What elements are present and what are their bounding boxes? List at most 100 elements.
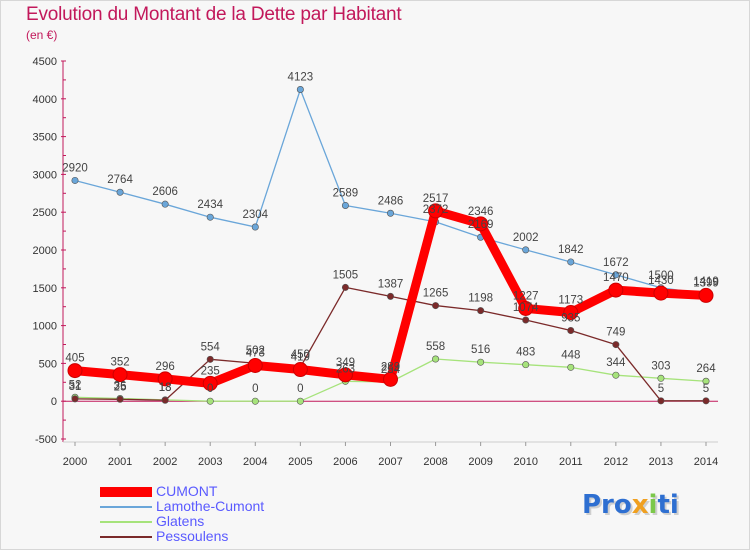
data-label: 1430 [648, 275, 674, 287]
data-point-pessoulens [477, 307, 485, 315]
data-label: 349 [336, 357, 355, 369]
data-point-pessoulens [567, 327, 575, 335]
legend-swatch-pessoulens [100, 535, 152, 538]
proxiti-logo: Proxiti Proxiti [582, 490, 681, 522]
legend-label-cumont: CUMONT [156, 483, 218, 499]
logo-shadow: Proxiti [584, 492, 681, 522]
data-label: 296 [156, 361, 175, 373]
data-point-glatens [702, 377, 710, 385]
y-tick-label: 0 [51, 396, 57, 408]
y-tick-label: 3500 [33, 132, 57, 144]
chart-unit: (en €) [26, 28, 58, 42]
data-point-glatens [206, 397, 214, 405]
legend-label-glatens: Glatens [156, 513, 205, 529]
y-tick-label: 1500 [33, 283, 57, 295]
data-label: 5 [658, 383, 664, 395]
data-point-glatens [432, 355, 440, 363]
data-label: 1265 [423, 288, 449, 300]
data-label: 2169 [468, 219, 494, 231]
data-label: 289 [381, 361, 400, 373]
x-tick-label: 2007 [378, 456, 402, 468]
data-point-pessoulens [161, 396, 169, 404]
data-label: 2304 [242, 209, 268, 221]
data-label: 1419 [693, 276, 719, 288]
data-point-lamothe-cumont [567, 258, 575, 266]
data-label: 2589 [333, 187, 359, 199]
data-label: 419 [291, 352, 310, 364]
data-label: 2764 [107, 174, 133, 186]
data-point-pessoulens [522, 316, 530, 324]
legend-label-lamothe-cumont: Lamothe-Cumont [156, 498, 265, 514]
legend-item: Glatens [100, 514, 264, 529]
data-label: 2002 [513, 232, 539, 244]
data-label: 2517 [423, 193, 449, 205]
data-label: 235 [201, 365, 220, 377]
data-label: 483 [516, 347, 535, 359]
data-point-lamothe-cumont [296, 86, 304, 94]
data-point-glatens [567, 363, 575, 371]
legend-item: Pessoulens [100, 529, 264, 544]
y-tick-label: 4000 [33, 94, 57, 106]
data-label: 344 [606, 357, 626, 369]
data-label: 352 [110, 357, 129, 369]
data-label: 52 [69, 379, 82, 391]
legend-swatch-lamothe-cumont [100, 505, 152, 508]
data-point-cumont [383, 371, 398, 387]
legend-label-pessoulens: Pessoulens [156, 528, 229, 544]
data-point-glatens [477, 358, 485, 366]
data-point-cumont [292, 362, 308, 378]
data-point-lamothe-cumont [522, 246, 530, 254]
data-label: 450 [291, 349, 310, 361]
data-point-cumont [563, 305, 579, 321]
data-point-lamothe-cumont [386, 209, 394, 217]
data-point-cumont [202, 375, 218, 391]
data-label: 1198 [468, 293, 493, 305]
data-label: 4123 [288, 72, 314, 84]
x-tick-label: 2002 [153, 456, 177, 468]
data-label: 554 [201, 341, 221, 353]
data-point-cumont [518, 300, 534, 316]
data-label: 2606 [152, 186, 178, 198]
data-label: 0 [252, 383, 258, 395]
data-point-glatens [612, 371, 620, 379]
data-point-glatens [251, 397, 259, 405]
data-point-pessoulens [341, 283, 349, 291]
data-label: 749 [606, 327, 625, 339]
legend-swatch-glatens [100, 520, 152, 523]
data-point-lamothe-cumont [251, 223, 259, 231]
data-label: 2372 [423, 204, 449, 216]
data-point-pessoulens [612, 341, 620, 349]
data-label: 1387 [378, 278, 404, 290]
data-point-cumont [337, 367, 353, 383]
data-point-cumont [608, 282, 624, 298]
data-label: 2486 [378, 195, 404, 207]
data-point-lamothe-cumont [612, 271, 620, 279]
x-tick-label: 2005 [288, 456, 312, 468]
x-tick-label: 2006 [333, 456, 357, 468]
data-point-lamothe-cumont [161, 200, 169, 208]
data-point-cumont [428, 203, 444, 219]
data-label: 516 [471, 344, 490, 356]
data-point-pessoulens [206, 355, 214, 363]
data-label: 935 [561, 313, 580, 325]
data-label: 1672 [603, 257, 629, 269]
y-tick-label: -500 [35, 434, 57, 446]
data-point-cumont [698, 287, 714, 303]
data-label: 264 [696, 363, 716, 375]
x-tick-label: 2001 [108, 456, 132, 468]
data-point-cumont [473, 216, 489, 232]
data-label: 1842 [558, 244, 584, 256]
data-label: 502 [246, 345, 265, 357]
x-tick-label: 2009 [468, 456, 492, 468]
data-label: 254 [381, 364, 401, 376]
data-point-pessoulens [71, 395, 79, 403]
data-label: 1227 [513, 290, 539, 302]
data-label: 13 [159, 382, 172, 394]
x-tick-label: 2012 [604, 456, 628, 468]
data-point-lamothe-cumont [341, 201, 349, 209]
data-label: 36 [114, 380, 127, 392]
legend-item: Lamothe-Cumont [100, 499, 264, 514]
x-tick-label: 2004 [243, 456, 267, 468]
data-point-pessoulens [657, 397, 665, 405]
